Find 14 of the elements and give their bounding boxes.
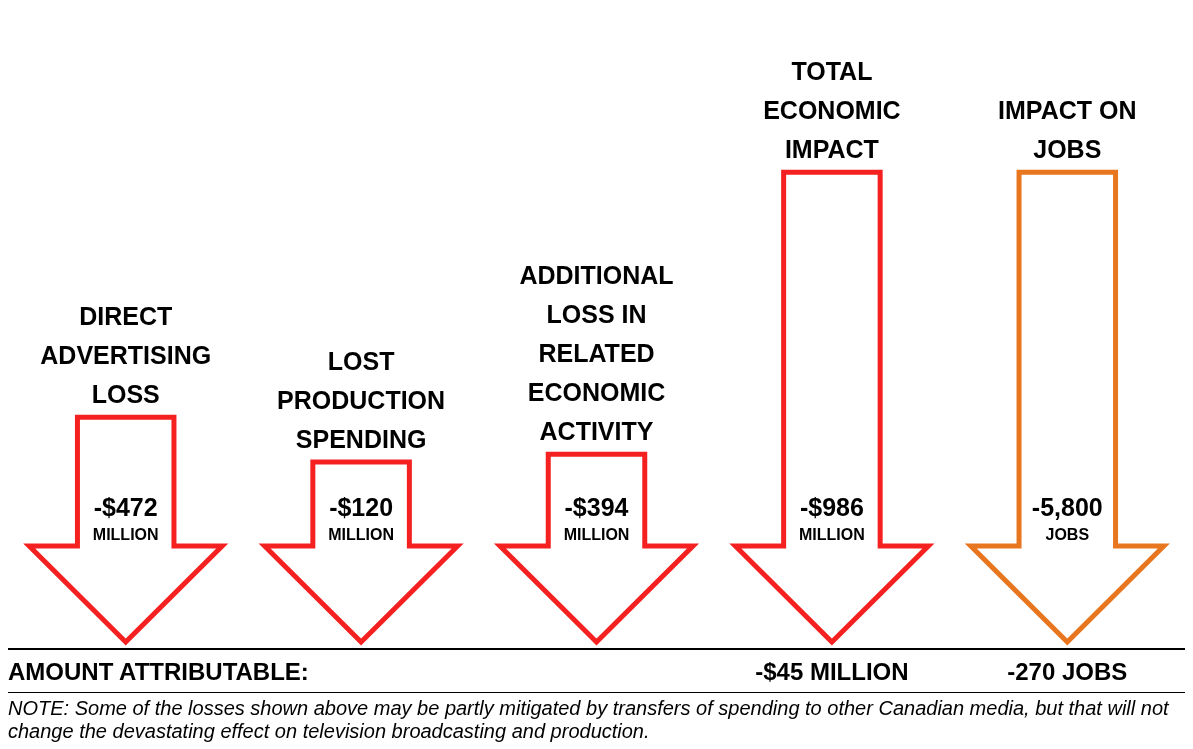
category-label: LOST PRODUCTION SPENDING bbox=[277, 347, 446, 453]
data-label: -$120 MILLION bbox=[328, 493, 394, 543]
data-label: -$986 MILLION bbox=[799, 493, 865, 543]
category-label: ADDITIONAL LOSS IN RELATED ECONOMIC ACTIVITY bbox=[519, 261, 674, 446]
text: -270 JOBS bbox=[1007, 658, 1128, 685]
data-label: -5,800 JOBS bbox=[1031, 493, 1103, 543]
category-label: IMPACT ON JOBS bbox=[998, 96, 1137, 164]
category-label: TOTAL ECONOMIC IMPACT bbox=[763, 57, 901, 164]
text: NOTE: Some of the losses shown above may be partly mitigated by transfers of spending to other Canadian media, but that will not change the devastating effect on television broadcasting and production. bbox=[8, 692, 1185, 743]
category-label: DIRECT ADVERTISING LOSS bbox=[40, 302, 212, 409]
data-label: -$394 MILLION bbox=[563, 493, 630, 543]
text: AMOUNT ATTRIBUTABLE: bbox=[8, 658, 310, 687]
text: -$45 MILLION bbox=[755, 658, 909, 685]
data-label: -$472 MILLION bbox=[92, 493, 159, 543]
